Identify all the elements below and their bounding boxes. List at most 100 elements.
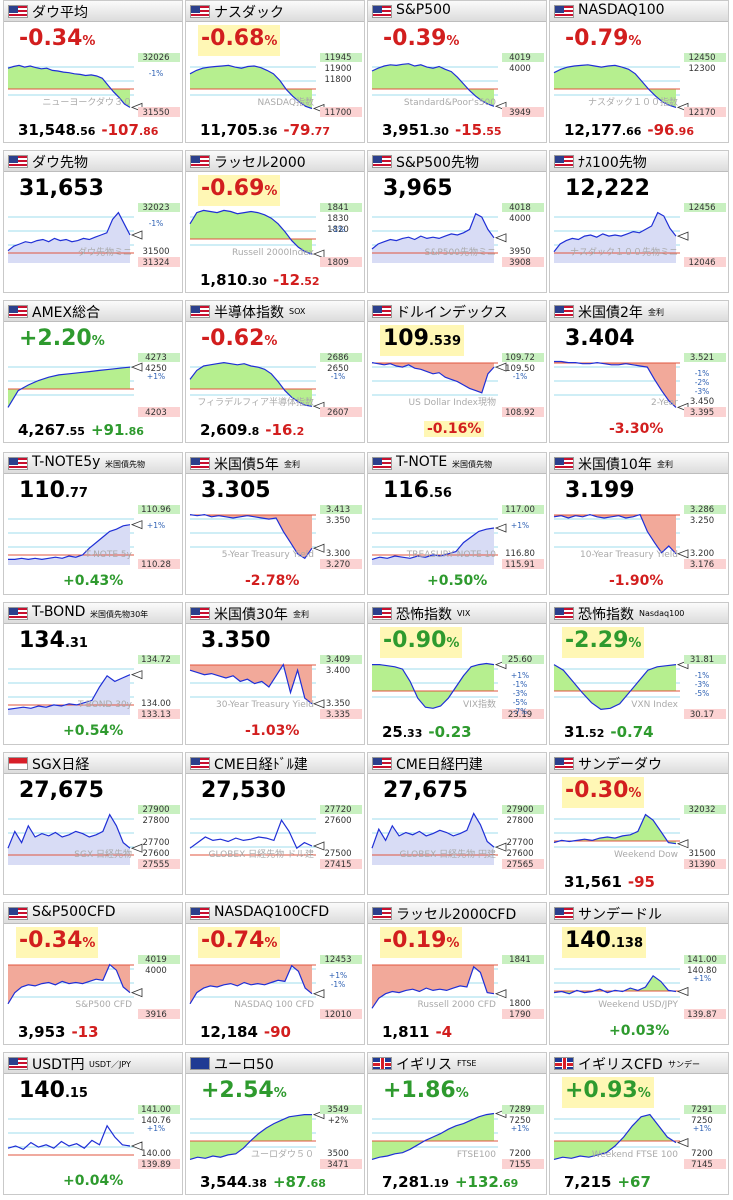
market-card[interactable]: SGX日経 27,675 SGX 日経先物 27900 27800 27700 27600 2… (3, 752, 183, 895)
price-line (7, 1124, 131, 1151)
card-footer: 31,561 -95 (564, 873, 655, 891)
market-card[interactable]: ユーロ50 +2.54% ユーロダウ５０ 3549 +2% 3500 3471 3,544.3… (185, 1052, 365, 1195)
chart-watermark: VXN Index (631, 700, 678, 710)
tick-label: 3.176 (690, 560, 714, 570)
tick-label: 140.80 (687, 966, 717, 976)
high-label-box (684, 203, 726, 212)
price-value: 12,184 (200, 1023, 258, 1041)
low-label-box (502, 859, 544, 869)
main-value-text: -0.68 (201, 26, 265, 51)
tick-label: 11900 (324, 64, 351, 74)
market-card[interactable]: T-NOTE5y 米国債先物 110.77 T-NOTE 5y 110.96 110.28… (3, 452, 183, 595)
percent-tick-label: +1% (329, 971, 347, 980)
low-label-box (138, 709, 180, 719)
tick-label: 2686 (327, 353, 349, 363)
market-card[interactable]: 恐怖指数 VIX -0.90% VIX指数 25.60 23.19 +1% -1% -3% -5%… (367, 602, 547, 745)
us-flag-icon (8, 305, 28, 318)
market-card[interactable]: ダウ平均 -0.34% ニューヨークダウ３０ 32026 31550 -1% 31,548.… (3, 0, 183, 143)
main-value: -2.29% (562, 627, 645, 658)
market-card[interactable]: USDT円 USDT／JPY 140.15 141.00 140.76 140.00 139… (3, 1052, 183, 1195)
market-card[interactable]: 恐怖指数 Nasdaq100 -2.29% VXN Index 31.81 30.17 -1… (549, 602, 729, 745)
market-card[interactable]: CME日経円建 27,675 GLOBEX 日経先物 円建 27900 27800 277… (367, 752, 547, 895)
high-label-box (502, 53, 544, 62)
chart-watermark: FTSE100 (457, 1150, 496, 1160)
price-change-decimal: .2 (292, 425, 305, 438)
market-card[interactable]: ラッセル2000 -0.69% Russell 2000Index 1841 1830 1… (185, 150, 365, 293)
market-card[interactable]: 半導体指数 SOX -0.62% フィラデルフィア半導体指数 2686 2650 2607 -… (185, 300, 365, 443)
market-card[interactable]: 米国債2年 金利 3.404 2-Year 3.521 3.450 3.395 -1% -2% -… (549, 300, 729, 443)
market-card[interactable]: イギリスCFD サンデー +0.93% Weekend FTSE 100 7291 725… (549, 1052, 729, 1195)
percent-tick-label: -3% (695, 680, 710, 689)
high-label-box (320, 655, 362, 664)
market-card[interactable]: 米国債10年 金利 3.199 10-Year Treasury Yield 3.286… (549, 452, 729, 595)
market-card[interactable]: NASDAQ100CFD -0.74% NASDAQ 100 CFD 12453 120… (185, 902, 365, 1045)
main-value: -0.19% (380, 927, 463, 958)
low-label-box (138, 257, 180, 267)
market-card[interactable]: イギリス FTSE +1.86% FTSE100 7289 7250 7200 7155 +1%… (367, 1052, 547, 1195)
price-line (189, 964, 313, 1005)
tick-label: 27565 (506, 860, 533, 870)
us-flag-icon (372, 607, 392, 620)
card-subtitle: 米国債先物 (452, 460, 492, 469)
market-card[interactable]: 米国債30年 金利 3.350 30-Year Treasury Yield 3.409… (185, 602, 365, 745)
market-card[interactable]: 米国債5年 金利 3.305 5-Year Treasury Yield 3.413 3.… (185, 452, 365, 595)
chart-watermark: GLOBEX 日経先物 ドル建 (209, 848, 315, 860)
low-label-box (138, 407, 180, 417)
main-value: -0.34% (16, 927, 99, 958)
low-label-box (684, 1159, 726, 1169)
market-card[interactable]: サンデードル 140.138 Weekend USD/JPY 141.00 140.80… (549, 902, 729, 1045)
card-title: ナスダック (214, 5, 284, 21)
market-card[interactable]: AMEX総合 +2.20% 4273 4250 4203 +1% 4,267.55 +91.8… (3, 300, 183, 443)
main-value: -0.79% (562, 25, 644, 56)
card-subtitle: SOX (289, 307, 306, 316)
market-card[interactable]: S&P500 -0.39% Standard&Poor's500 4019 4000 39… (367, 0, 547, 143)
market-card[interactable]: ダウ先物 31,653 ダウ先物ミニ 32023 31500 31324 -1% (3, 150, 183, 293)
tick-label: 116.80 (505, 549, 535, 559)
market-card[interactable]: NASDAQ100 -0.79% ナスダック１００指数 12450 12300 12170… (549, 0, 729, 143)
high-label-box (320, 955, 362, 964)
market-card[interactable]: ナスダック -0.68% NASDAQ指数 11945 11900 11800 11700 1… (185, 0, 365, 143)
tick-label: 1790 (509, 1010, 531, 1020)
price-chart: ナスダック１００先物ミニ 12456 12046 (553, 203, 726, 268)
percent-tick-label: -7% (513, 707, 528, 716)
main-value-text: 27,530 (201, 778, 286, 803)
low-label-box (502, 1159, 544, 1169)
market-card[interactable]: ラッセル2000CFD -0.19% Russell 2000 CFD 1841 180… (367, 902, 547, 1045)
market-card[interactable]: ドルインデックス 109.539 US Dollar Index現物 109.72 10… (367, 300, 547, 443)
market-card[interactable]: T-NOTE 米国債先物 116.56 TREASURY NOTE 10 117.00 1… (367, 452, 547, 595)
high-label-box (684, 1105, 726, 1114)
chart-watermark: Russell 2000Index (232, 248, 315, 258)
market-card[interactable]: ﾅｽ100先物 12,222 ナスダック１００先物ミニ 12456 12046 (549, 150, 729, 293)
main-value-text: 140 (19, 1078, 65, 1103)
tick-label: 27700 (142, 838, 169, 848)
main-value-suffix: % (446, 34, 460, 49)
percent-tick-label: -5% (513, 698, 528, 707)
market-card[interactable]: S&P500CFD -0.34% S&P500 CFD 4019 4000 3916 3,9… (3, 902, 183, 1045)
price-change: -107 (101, 121, 139, 139)
market-card[interactable]: CME日経ﾄﾞﾙ建 27,530 GLOBEX 日経先物 ドル建 27720 27600… (185, 752, 365, 895)
area-fill (190, 1114, 312, 1160)
tick-label: 3908 (509, 258, 531, 268)
market-card[interactable]: T-BOND 米国債先物30年 134.31 T-BOND 30y 134.72 134.… (3, 602, 183, 745)
low-label-box (684, 257, 726, 267)
percent-tick-label: -1% (513, 680, 528, 689)
main-value-suffix: % (82, 34, 96, 49)
price-line (554, 360, 677, 408)
card-footer: 12,184 -90 (200, 1023, 291, 1041)
percent-change: -0.16% (424, 421, 485, 437)
tick-label: 7250 (509, 1116, 531, 1126)
tick-label: 27800 (142, 816, 169, 826)
area-fill (8, 65, 130, 108)
market-card[interactable]: サンデーダウ -0.30% Weekend Dow 32032 31500 31390 31… (549, 752, 729, 895)
chart-watermark: T-NOTE 5y (84, 550, 133, 560)
main-value-suffix: % (82, 936, 96, 951)
main-value: 3,965 (380, 175, 456, 203)
area-fill (554, 1114, 676, 1160)
tick-label: 3.200 (690, 549, 714, 559)
area-fill (372, 63, 494, 107)
market-card[interactable]: S&P500先物 3,965 S&P500先物ミニ 4018 4000 3950 3908 (367, 150, 547, 293)
chart-watermark: ニューヨークダウ３０ (42, 96, 132, 108)
